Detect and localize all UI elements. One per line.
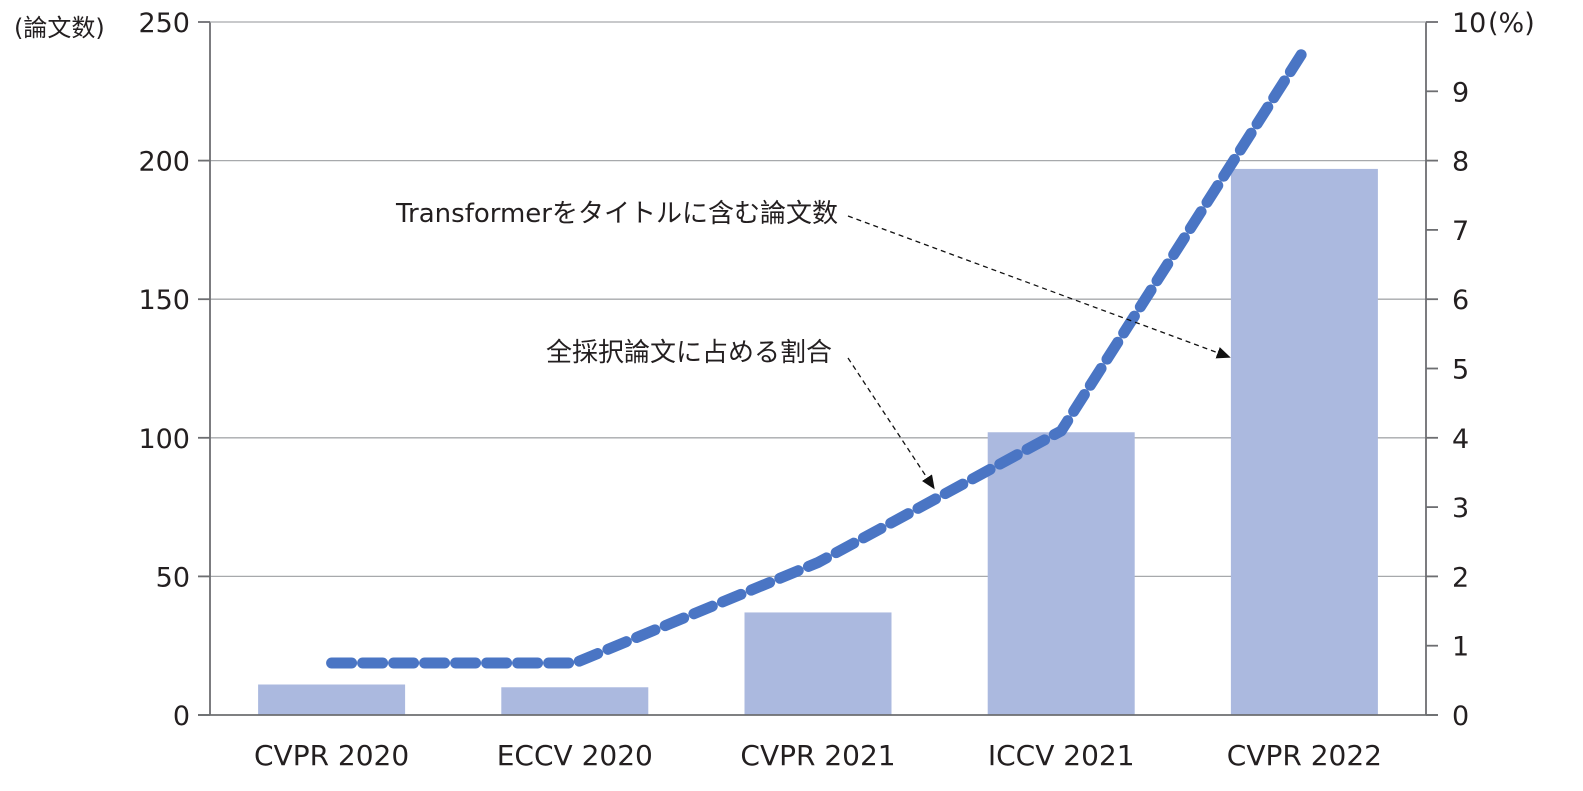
category-label: CVPR 2021: [740, 739, 895, 772]
right-tick-label: 0: [1452, 701, 1469, 732]
category-label: CVPR 2020: [254, 739, 409, 772]
gridlines: [210, 159, 1426, 578]
right-tick-label: 4: [1452, 424, 1469, 455]
right-axis-unit: (%): [1488, 8, 1535, 39]
left-tick-label: 100: [138, 424, 190, 455]
left-tick-label: 250: [138, 8, 190, 39]
line-series: [326, 44, 1310, 669]
bar-series: [258, 168, 1378, 715]
right-axis-ticks: 0 1 2 3 4 5 6 7 8 9 10: [1452, 8, 1486, 732]
annotation-line-series: 全採択論文に占める割合: [546, 338, 832, 368]
left-tick-label: 50: [156, 562, 190, 593]
right-tick-label: 1: [1452, 632, 1469, 663]
right-tick-label: 2: [1452, 562, 1469, 593]
annotation-arrow-line: [847, 357, 935, 490]
category-label: ECCV 2020: [497, 739, 653, 772]
right-tick-label: 3: [1452, 493, 1469, 524]
bar-0: [258, 684, 406, 715]
bar-2: [744, 612, 892, 715]
right-tick-label: 8: [1452, 147, 1469, 178]
left-tick-label: 0: [173, 701, 190, 732]
left-tick-label: 150: [138, 285, 190, 316]
bar-1: [501, 687, 649, 715]
right-tick-label: 7: [1452, 216, 1469, 247]
annotation-arrow-bar: [847, 215, 1231, 359]
right-tick-label: 6: [1452, 285, 1469, 316]
left-axis-ticks: 0 50 100 150 200 250: [138, 8, 190, 732]
bar-4: [1230, 168, 1378, 715]
right-tick-label: 9: [1452, 77, 1469, 108]
bar-3: [987, 432, 1135, 715]
category-label: CVPR 2022: [1227, 739, 1382, 772]
percentage-line: [326, 44, 1310, 669]
left-tick-label: 200: [138, 147, 190, 178]
right-tick-label: 5: [1452, 355, 1469, 386]
plot-frame: [198, 21, 1438, 716]
category-label: ICCV 2021: [988, 739, 1135, 772]
annotation-bar-series: Transformerをタイトルに含む論文数: [395, 199, 838, 229]
right-tick-label: 10: [1452, 8, 1486, 39]
left-axis-title: (論文数): [14, 14, 105, 42]
category-axis-labels: CVPR 2020 ECCV 2020 CVPR 2021 ICCV 2021 CVPR…: [254, 739, 1382, 772]
